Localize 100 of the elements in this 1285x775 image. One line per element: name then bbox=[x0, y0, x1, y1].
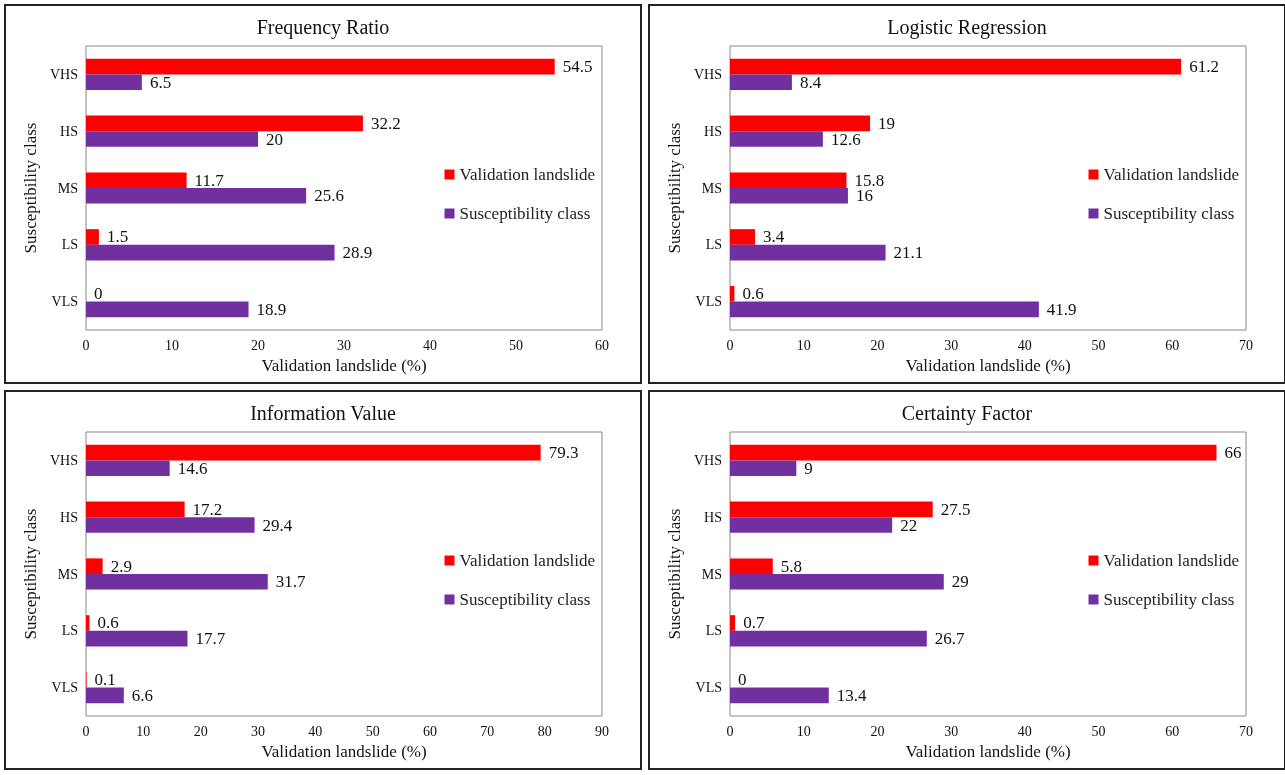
bar bbox=[730, 444, 1217, 461]
legend-label: Susceptibility class bbox=[459, 204, 591, 223]
data-label: 2.9 bbox=[110, 556, 132, 576]
data-label: 0.7 bbox=[743, 613, 765, 633]
legend-label: Susceptibility class bbox=[1103, 204, 1235, 223]
bar bbox=[86, 188, 307, 204]
x-tick-label: 30 bbox=[944, 337, 959, 353]
y-tick-label: VLS bbox=[695, 680, 722, 696]
y-tick-label: VHS bbox=[693, 66, 722, 82]
bar bbox=[730, 574, 944, 590]
data-label: 18.9 bbox=[256, 299, 287, 319]
y-tick-label: HS bbox=[704, 509, 722, 525]
data-label: 20 bbox=[266, 129, 283, 149]
x-axis-title: Validation landslide (%) bbox=[905, 355, 1071, 375]
bar bbox=[86, 229, 99, 245]
bar bbox=[730, 188, 848, 204]
bar bbox=[86, 301, 249, 318]
y-tick-label: HS bbox=[704, 123, 722, 139]
x-tick-label: 40 bbox=[308, 723, 323, 739]
data-label: 29.4 bbox=[262, 515, 293, 535]
data-label: 0 bbox=[738, 670, 747, 690]
bar bbox=[86, 58, 555, 75]
data-label: 8.4 bbox=[799, 72, 822, 92]
y-tick-label: HS bbox=[60, 123, 78, 139]
data-label: 6.5 bbox=[149, 72, 172, 92]
x-tick-label: 30 bbox=[251, 723, 265, 739]
y-tick-label: VLS bbox=[51, 294, 78, 310]
data-label: 6.6 bbox=[131, 685, 154, 705]
y-axis-title: Susceptibility class bbox=[665, 508, 685, 640]
data-label: 25.6 bbox=[314, 186, 344, 206]
bar bbox=[86, 74, 142, 91]
x-tick-label: 20 bbox=[193, 723, 208, 739]
x-tick-label: 90 bbox=[595, 723, 609, 739]
x-tick-label: 10 bbox=[796, 723, 811, 739]
x-tick-label: 20 bbox=[251, 337, 265, 353]
x-tick-label: 10 bbox=[796, 337, 811, 353]
data-label: 32.2 bbox=[370, 113, 401, 133]
bar bbox=[730, 74, 792, 91]
data-label: 22 bbox=[900, 515, 918, 535]
data-label: 13.4 bbox=[836, 685, 868, 705]
data-label: 19 bbox=[878, 113, 896, 133]
y-tick-label: LS bbox=[61, 623, 78, 639]
y-tick-label: LS bbox=[61, 237, 78, 253]
legend-label: Validation landslide bbox=[459, 551, 596, 570]
bar bbox=[730, 285, 735, 302]
data-label: 0.6 bbox=[97, 613, 119, 633]
legend-label: Susceptibility class bbox=[1103, 590, 1235, 609]
bar bbox=[86, 172, 187, 188]
x-tick-label: 0 bbox=[726, 723, 734, 739]
x-tick-label: 60 bbox=[1165, 337, 1180, 353]
data-label: 1.5 bbox=[106, 227, 129, 247]
chart-title: Frequency Ratio bbox=[256, 16, 390, 39]
bar bbox=[86, 558, 103, 574]
data-label: 61.2 bbox=[1189, 57, 1219, 77]
x-tick-label: 50 bbox=[1091, 337, 1106, 353]
bar bbox=[730, 460, 797, 477]
x-tick-label: 50 bbox=[1091, 723, 1106, 739]
y-tick-label: VLS bbox=[51, 680, 78, 696]
y-tick-label: LS bbox=[705, 237, 722, 253]
x-tick-label: 60 bbox=[423, 723, 437, 739]
x-tick-label: 40 bbox=[1017, 723, 1032, 739]
y-axis-title: Susceptibility class bbox=[21, 508, 41, 640]
x-tick-label: 50 bbox=[365, 723, 380, 739]
x-tick-label: 20 bbox=[870, 337, 885, 353]
y-tick-label: VLS bbox=[695, 294, 722, 310]
bar bbox=[730, 615, 736, 631]
chart-title: Certainty Factor bbox=[901, 402, 1033, 425]
data-label: 14.6 bbox=[177, 458, 208, 478]
x-tick-label: 70 bbox=[1239, 723, 1253, 739]
bar bbox=[730, 687, 829, 704]
data-label: 0 bbox=[94, 284, 103, 304]
bar bbox=[86, 574, 268, 590]
bar bbox=[730, 131, 823, 147]
legend-label: Validation landslide bbox=[1103, 165, 1240, 184]
bar bbox=[86, 460, 170, 477]
x-tick-label: 30 bbox=[337, 337, 351, 353]
bar bbox=[730, 501, 933, 518]
bar bbox=[730, 244, 886, 261]
x-tick-label: 0 bbox=[82, 723, 90, 739]
y-tick-label: VHS bbox=[693, 452, 722, 468]
x-tick-label: 40 bbox=[423, 337, 437, 353]
y-tick-label: HS bbox=[60, 509, 78, 525]
y-tick-label: LS bbox=[705, 623, 722, 639]
bar bbox=[86, 244, 335, 261]
data-label: 5.8 bbox=[780, 556, 802, 576]
y-tick-label: MS bbox=[57, 566, 78, 582]
x-axis-title: Validation landslide (%) bbox=[261, 741, 427, 761]
data-label: 3.4 bbox=[763, 227, 785, 247]
y-tick-label: MS bbox=[701, 180, 722, 196]
y-tick-label: VHS bbox=[49, 452, 78, 468]
y-tick-label: VHS bbox=[49, 66, 78, 82]
x-tick-label: 40 bbox=[1017, 337, 1032, 353]
data-label: 79.3 bbox=[548, 443, 579, 463]
bar bbox=[730, 115, 871, 132]
data-label: 17.2 bbox=[192, 499, 223, 519]
legend-label: Validation landslide bbox=[1103, 551, 1240, 570]
x-tick-label: 0 bbox=[82, 337, 90, 353]
data-label: 41.9 bbox=[1046, 299, 1077, 319]
bar bbox=[730, 630, 927, 647]
x-tick-label: 10 bbox=[136, 723, 151, 739]
